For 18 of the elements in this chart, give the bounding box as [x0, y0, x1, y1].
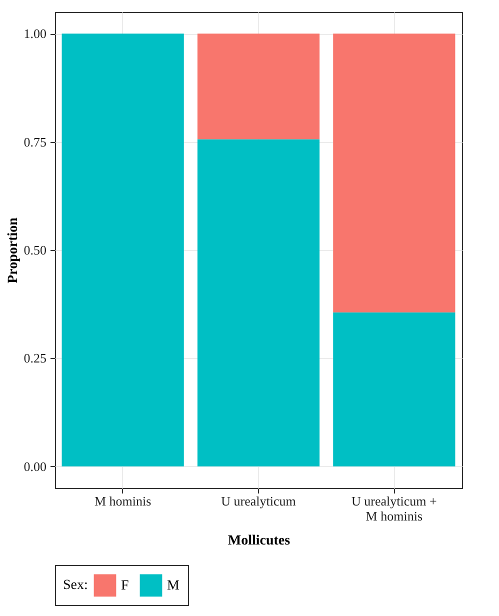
- y-tick-label: 1.00: [24, 26, 46, 42]
- y-tick-label: 0.50: [24, 242, 46, 258]
- x-axis-title: Mollicutes: [228, 534, 291, 548]
- y-tick-label: 0.25: [24, 350, 46, 366]
- y-tick-label: 0.00: [24, 458, 46, 474]
- bar: [333, 34, 456, 312]
- x-tick-label: U urealyticum: [221, 494, 296, 508]
- bar: [197, 139, 320, 466]
- x-tick-label: U urealyticum + M hominis: [352, 494, 437, 524]
- y-tick-label: 0.75: [24, 134, 46, 150]
- legend-label: M: [167, 578, 180, 594]
- bar: [333, 312, 456, 466]
- x-tick-label: M hominis: [94, 494, 152, 508]
- legend-title: Sex:: [63, 578, 88, 593]
- bar: [62, 34, 184, 466]
- legend-label: F: [121, 578, 129, 594]
- bar: [197, 34, 320, 140]
- y-axis-title: Proportion: [6, 217, 21, 284]
